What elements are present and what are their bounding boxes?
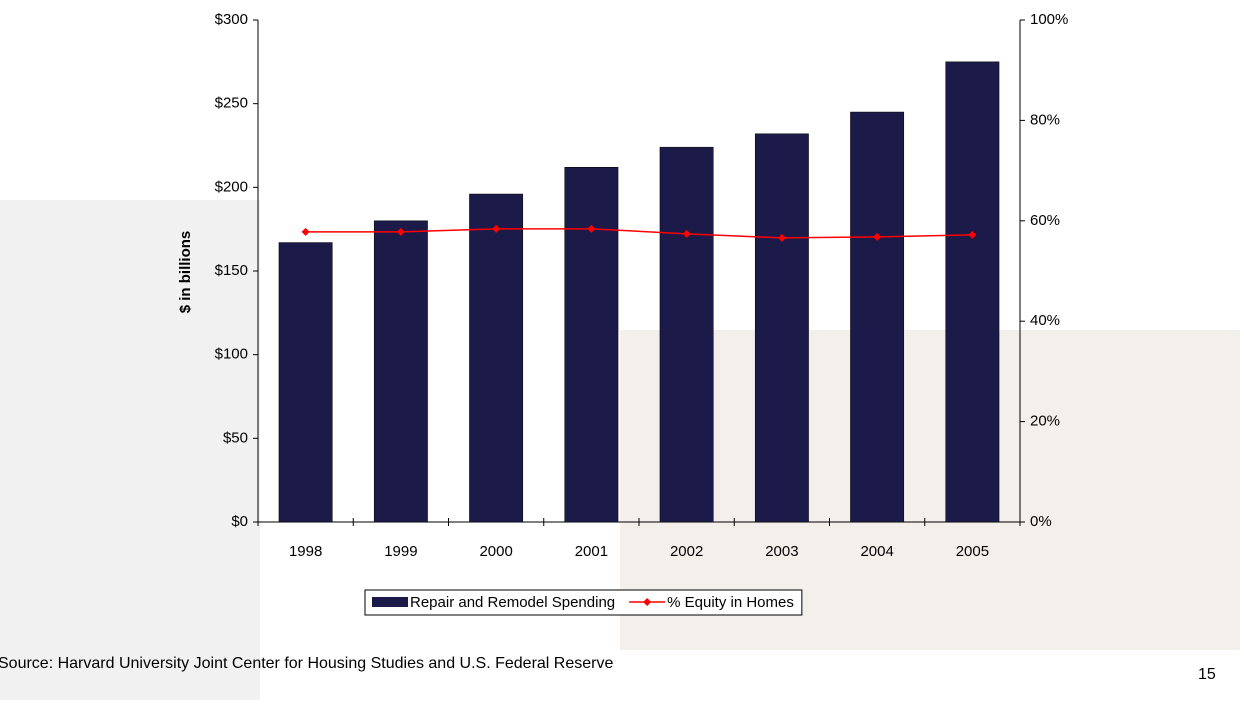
- bar: [278, 242, 333, 523]
- x-tick-label: 2003: [765, 543, 798, 560]
- line-marker: [396, 227, 405, 236]
- y-tick-label: $50: [223, 429, 248, 446]
- y-axis-title: $ in billions: [177, 231, 194, 314]
- legend: Repair and Remodel Spending % Equity in H…: [364, 589, 803, 616]
- line-marker: [587, 224, 596, 233]
- bg-shape: [0, 200, 260, 700]
- y2-tick-label: 40%: [1030, 312, 1060, 329]
- bar: [469, 193, 524, 523]
- x-tick-label: 2002: [670, 543, 703, 560]
- line: [305, 228, 973, 239]
- bar: [659, 146, 714, 523]
- legend-swatch: [372, 597, 408, 607]
- legend-marker: [643, 598, 652, 606]
- legend-label: % Equity in Homes: [667, 594, 794, 611]
- y-tick-label: $200: [215, 178, 248, 195]
- line-marker: [492, 224, 501, 233]
- x-tick-label: 1999: [384, 543, 417, 560]
- y2-tick-label: 60%: [1030, 212, 1060, 229]
- x-tick-label: 2005: [956, 543, 989, 560]
- bar: [945, 61, 1000, 523]
- legend-label: Repair and Remodel Spending: [410, 594, 615, 611]
- bar: [754, 133, 809, 523]
- line-marker: [682, 229, 691, 238]
- y-tick-label: $250: [215, 95, 248, 112]
- page-number: 15: [1198, 666, 1216, 683]
- line-marker: [873, 232, 882, 241]
- line-marker: [301, 227, 310, 236]
- x-tick-label: 2000: [479, 543, 512, 560]
- y-tick-label: $300: [215, 11, 248, 28]
- y2-tick-label: 0%: [1030, 513, 1052, 530]
- y2-tick-label: 80%: [1030, 111, 1060, 128]
- source-note: Source: Harvard University Joint Center …: [0, 655, 614, 672]
- legend-box: [364, 589, 803, 616]
- bar: [850, 111, 905, 523]
- line-marker: [777, 233, 786, 242]
- y2-tick-label: 20%: [1030, 413, 1060, 430]
- bar: [373, 220, 428, 523]
- bar: [564, 167, 619, 523]
- y2-tick-label: 100%: [1030, 11, 1068, 28]
- y-tick-label: $0: [231, 513, 248, 530]
- line-marker: [968, 230, 977, 239]
- x-tick-label: 1998: [289, 543, 322, 560]
- x-tick-label: 2004: [860, 543, 893, 560]
- y-tick-label: $150: [215, 262, 248, 279]
- y-tick-label: $100: [215, 346, 248, 363]
- x-tick-label: 2001: [575, 543, 608, 560]
